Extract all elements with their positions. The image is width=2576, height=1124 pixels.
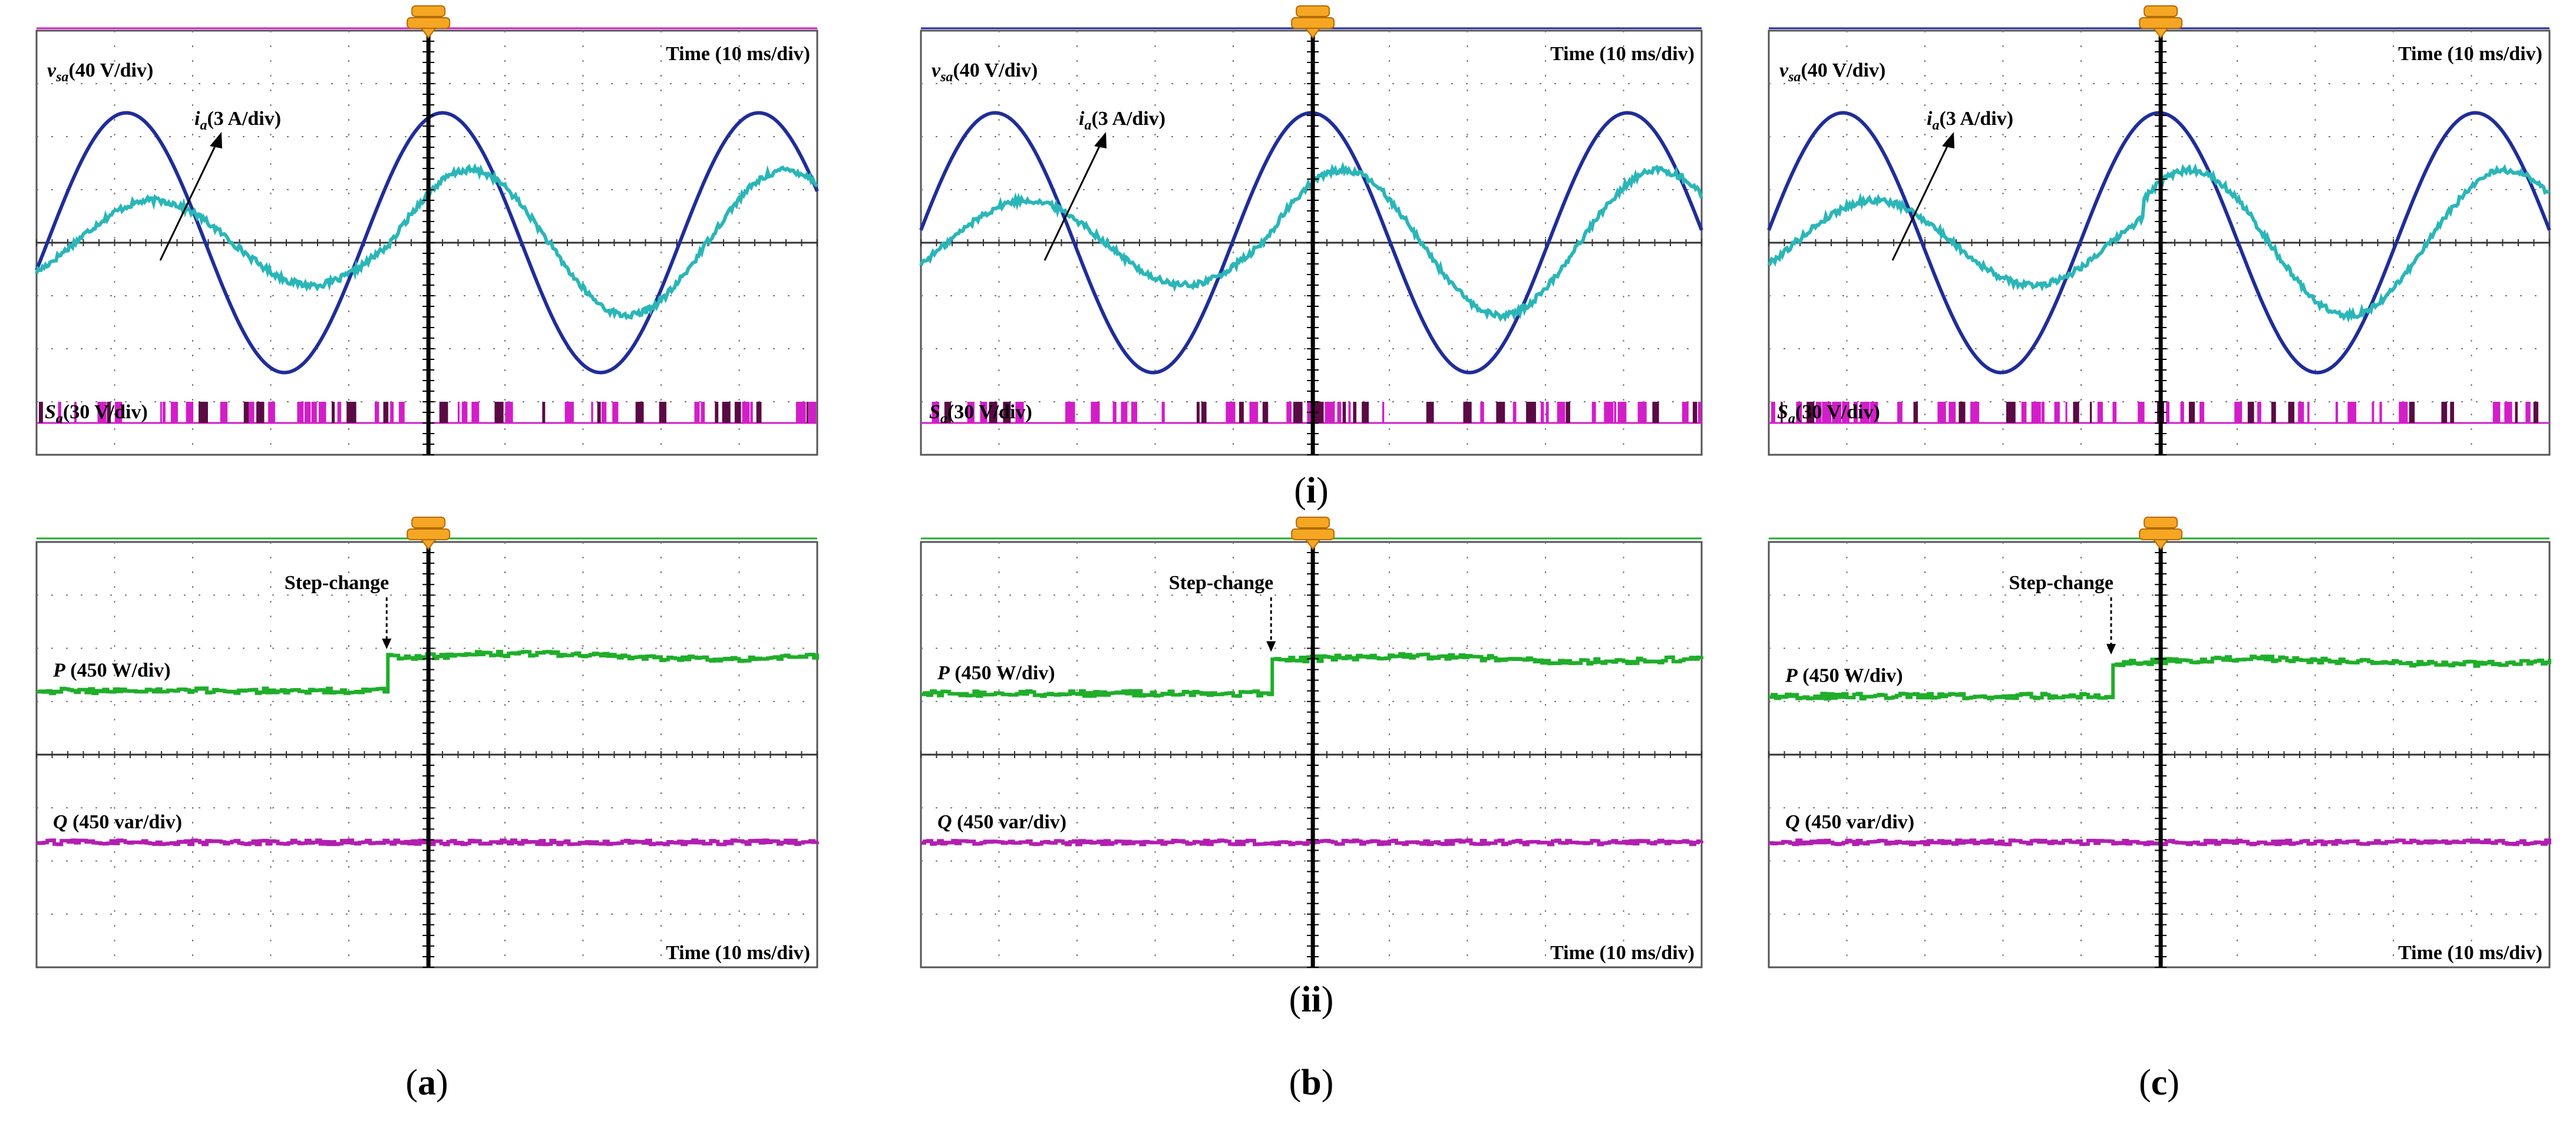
- sa-label: Sa(30 V/div): [1777, 401, 1880, 427]
- ia-pointer-arrow: [1043, 142, 1102, 261]
- time-scale-label: Time (10 ms/div): [666, 43, 810, 65]
- arrow-head-icon: [210, 132, 222, 148]
- vsa-label: vsa(40 V/div): [1779, 59, 1885, 85]
- ia-pointer-arrow: [159, 142, 218, 261]
- q-label: Q (450 var/div): [53, 811, 182, 833]
- column-caption: (c): [2139, 1063, 2179, 1103]
- time-scale-label: Time (10 ms/div): [1550, 942, 1695, 964]
- trigger-marker-icon: [407, 5, 451, 39]
- time-scale-label: Time (10 ms/div): [1550, 43, 1695, 65]
- switching-signal: [37, 402, 817, 424]
- ia-label: ia(3 A/div): [1079, 108, 1165, 133]
- time-scale-label: Time (10 ms/div): [666, 942, 810, 964]
- p-label: P (450 W/div): [52, 660, 171, 682]
- switching-signal: [921, 402, 1702, 424]
- time-scale-label: Time (10 ms/div): [2398, 43, 2542, 65]
- ia-label: ia(3 A/div): [194, 108, 281, 133]
- time-scale-label: Time (10 ms/div): [2398, 942, 2542, 964]
- step-change-label: Step-change: [1169, 572, 1274, 594]
- panel-(c)-(i): Time (10 ms/div) vsa(40 V/div) ia(3 A/div)…: [1767, 5, 2551, 456]
- vsa-label: vsa(40 V/div): [47, 59, 153, 85]
- trigger-marker-icon: [1291, 517, 1335, 550]
- p-label: P (450 W/div): [937, 662, 1055, 684]
- step-change-label: Step-change: [285, 572, 389, 594]
- panel-(a)-(ii): Step-change P (450 W/div) Q (450 var/div) T…: [35, 517, 819, 968]
- trigger-marker-icon: [407, 517, 451, 550]
- trigger-marker-icon: [2139, 5, 2183, 39]
- panel-(c)-(ii): Step-change P (450 W/div) Q (450 var/div) T…: [1768, 517, 2551, 968]
- row-label: (i): [1294, 471, 1329, 511]
- arrow-head-icon: [1266, 641, 1276, 652]
- step-change-label: Step-change: [2009, 572, 2113, 594]
- q-label: Q (450 var/div): [937, 811, 1066, 833]
- trigger-marker-icon: [2139, 517, 2183, 550]
- vsa-label: vsa(40 V/div): [932, 59, 1038, 85]
- ia-label: ia(3 A/div): [1927, 108, 2013, 133]
- panel-(b)-(ii): Step-change P (450 W/div) Q (450 var/div) T…: [920, 517, 1703, 968]
- ia-pointer-arrow: [1891, 142, 1950, 261]
- sa-label: Sa(30 V/div): [45, 401, 148, 427]
- row-label: (ii): [1289, 980, 1334, 1020]
- sa-label: Sa(30 V/div): [929, 401, 1032, 427]
- switching-signal: [1769, 402, 2549, 424]
- panel-(a)-(i): Time (10 ms/div) vsa(40 V/div) ia(3 A/div)…: [35, 5, 819, 456]
- trigger-marker-icon: [1291, 5, 1335, 39]
- arrow-head-icon: [2106, 644, 2116, 655]
- panel-(b)-(i): Time (10 ms/div) vsa(40 V/div) ia(3 A/div)…: [919, 5, 1703, 456]
- arrow-head-icon: [1942, 132, 1954, 148]
- q-label: Q (450 var/div): [1785, 811, 1914, 833]
- arrow-head-icon: [382, 639, 392, 650]
- column-caption: (b): [1289, 1063, 1334, 1103]
- p-label: P (450 W/div): [1785, 665, 1903, 687]
- column-caption: (a): [405, 1063, 448, 1103]
- arrow-head-icon: [1094, 132, 1107, 148]
